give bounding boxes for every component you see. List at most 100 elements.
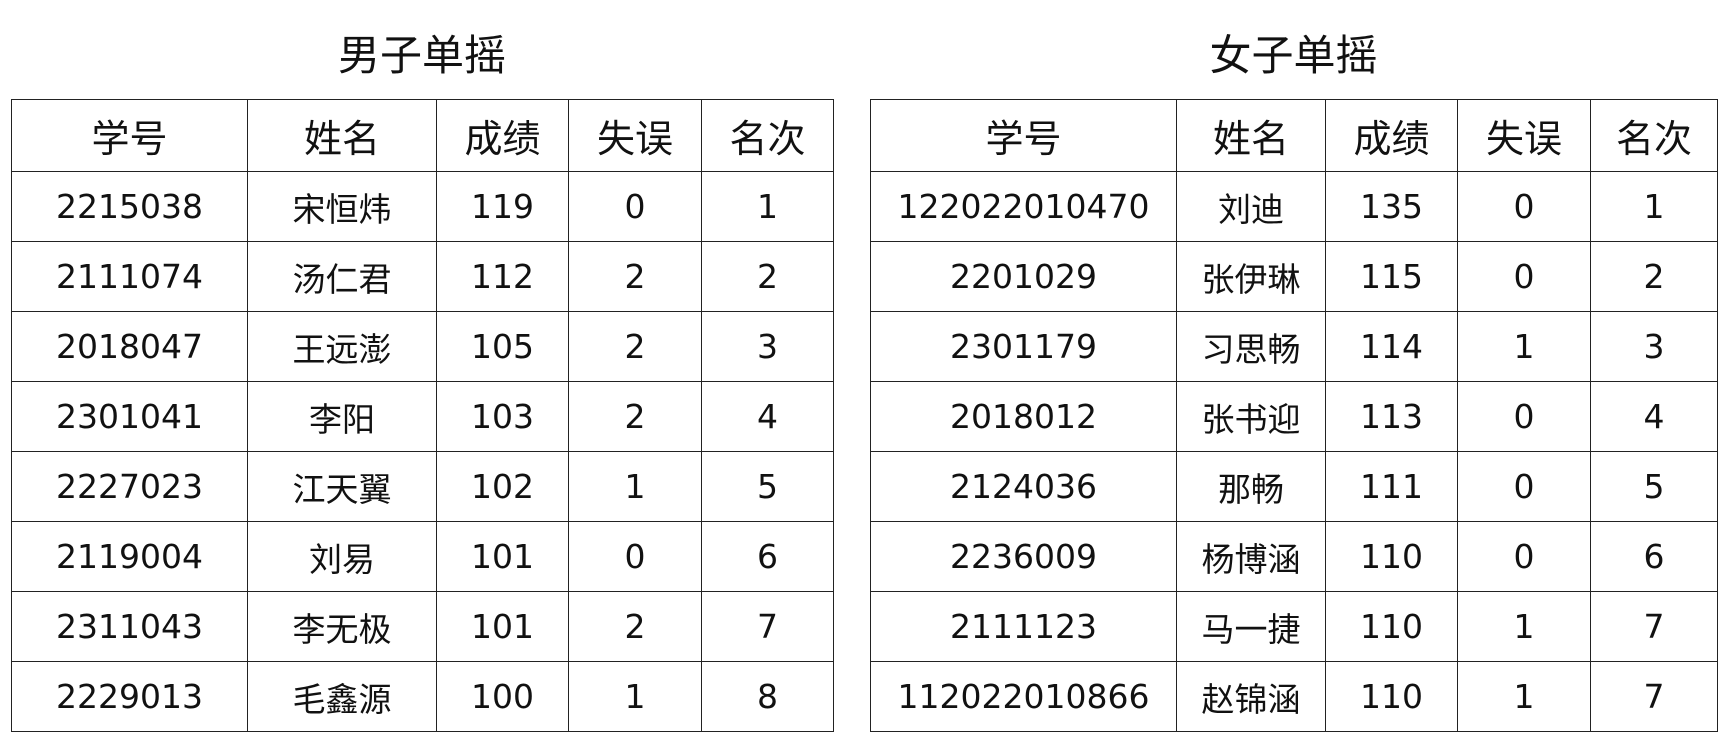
cell-errors: 0 [568,171,702,242]
header-name: 姓名 [247,99,437,172]
cell-name: 习思畅 [1176,311,1326,382]
cell-errors: 0 [1457,521,1591,592]
cell-score: 110 [1325,591,1458,662]
cell-errors: 1 [1457,591,1591,662]
cell-rank: 4 [701,381,834,452]
cell-errors: 1 [1457,661,1591,732]
cell-student-id: 2018047 [11,311,248,382]
header-rank: 名次 [701,99,834,172]
cell-name: 刘迪 [1176,171,1326,242]
table-row: 2018012 张书迎 113 0 4 [870,381,1718,452]
header-score: 成绩 [1325,99,1458,172]
cell-name: 刘易 [247,521,437,592]
header-student-id: 学号 [870,99,1177,172]
cell-rank: 4 [1590,381,1718,452]
cell-student-id: 2301179 [870,311,1177,382]
cell-student-id: 2119004 [11,521,248,592]
cell-name: 毛鑫源 [247,661,437,732]
cell-name: 那畅 [1176,451,1326,522]
cell-score: 113 [1325,381,1458,452]
cell-student-id: 2229013 [11,661,248,732]
cell-errors: 2 [568,311,702,382]
cell-errors: 0 [1457,381,1591,452]
cell-student-id: 2301041 [11,381,248,452]
header-rank: 名次 [1590,99,1718,172]
cell-rank: 3 [701,311,834,382]
cell-score: 119 [436,171,569,242]
cell-errors: 1 [568,451,702,522]
cell-score: 110 [1325,521,1458,592]
cell-student-id: 2124036 [870,451,1177,522]
cell-rank: 2 [701,241,834,312]
cell-rank: 5 [701,451,834,522]
cell-student-id: 2215038 [11,171,248,242]
table-row: 2201029 张伊琳 115 0 2 [870,241,1718,312]
cell-score: 135 [1325,171,1458,242]
cell-rank: 7 [1590,591,1718,662]
cell-errors: 2 [568,381,702,452]
cell-student-id: 2227023 [11,451,248,522]
cell-errors: 2 [568,591,702,662]
cell-student-id: 2018012 [870,381,1177,452]
cell-rank: 3 [1590,311,1718,382]
header-row: 学号 姓名 成绩 失误 名次 [11,99,834,172]
womens-single-rope-table: 学号 姓名 成绩 失误 名次 122022010470 刘迪 135 0 1 2201029 张伊琳… [870,99,1718,732]
cell-rank: 2 [1590,241,1718,312]
cell-name: 王远澎 [247,311,437,382]
cell-student-id: 2111123 [870,591,1177,662]
table-row: 2215038 宋恒炜 119 0 1 [11,171,834,242]
cell-score: 105 [436,311,569,382]
cell-rank: 6 [701,521,834,592]
cell-student-id: 2311043 [11,591,248,662]
table-row: 2301179 习思畅 114 1 3 [870,311,1718,382]
table-row: 2119004 刘易 101 0 6 [11,521,834,592]
cell-score: 103 [436,381,569,452]
womens-table-title: 女子单摇 [1209,31,1378,80]
cell-errors: 0 [1457,241,1591,312]
table-row: 2229013 毛鑫源 100 1 8 [11,661,834,732]
cell-errors: 0 [1457,171,1591,242]
table-row: 2227023 江天翼 102 1 5 [11,451,834,522]
table-row: 2124036 那畅 111 0 5 [870,451,1718,522]
table-row: 2311043 李无极 101 2 7 [11,591,834,662]
header-errors: 失误 [1457,99,1591,172]
cell-name: 宋恒炜 [247,171,437,242]
cell-rank: 1 [1590,171,1718,242]
cell-student-id: 112022010866 [870,661,1177,732]
cell-errors: 0 [1457,451,1591,522]
cell-rank: 7 [1590,661,1718,732]
cell-name: 赵锦涵 [1176,661,1326,732]
table-row: 2018047 王远澎 105 2 3 [11,311,834,382]
table-row: 2111123 马一捷 110 1 7 [870,591,1718,662]
cell-errors: 2 [568,241,702,312]
header-student-id: 学号 [11,99,248,172]
cell-rank: 1 [701,171,834,242]
cell-score: 111 [1325,451,1458,522]
mens-single-rope-table: 学号 姓名 成绩 失误 名次 2215038 宋恒炜 119 0 1 2111074 汤仁君 112 2… [11,99,834,732]
cell-errors: 1 [568,661,702,732]
cell-score: 114 [1325,311,1458,382]
cell-student-id: 122022010470 [870,171,1177,242]
cell-errors: 1 [1457,311,1591,382]
cell-name: 李无极 [247,591,437,662]
cell-rank: 5 [1590,451,1718,522]
cell-score: 100 [436,661,569,732]
cell-score: 101 [436,521,569,592]
header-score: 成绩 [436,99,569,172]
cell-student-id: 2111074 [11,241,248,312]
cell-name: 汤仁君 [247,241,437,312]
table-row: 2301041 李阳 103 2 4 [11,381,834,452]
cell-name: 江天翼 [247,451,437,522]
table-row: 122022010470 刘迪 135 0 1 [870,171,1718,242]
table-row: 2236009 杨博涵 110 0 6 [870,521,1718,592]
cell-rank: 7 [701,591,834,662]
header-name: 姓名 [1176,99,1326,172]
cell-score: 102 [436,451,569,522]
table-row: 2111074 汤仁君 112 2 2 [11,241,834,312]
cell-score: 112 [436,241,569,312]
cell-name: 张书迎 [1176,381,1326,452]
cell-score: 115 [1325,241,1458,312]
cell-student-id: 2236009 [870,521,1177,592]
cell-name: 马一捷 [1176,591,1326,662]
cell-errors: 0 [568,521,702,592]
